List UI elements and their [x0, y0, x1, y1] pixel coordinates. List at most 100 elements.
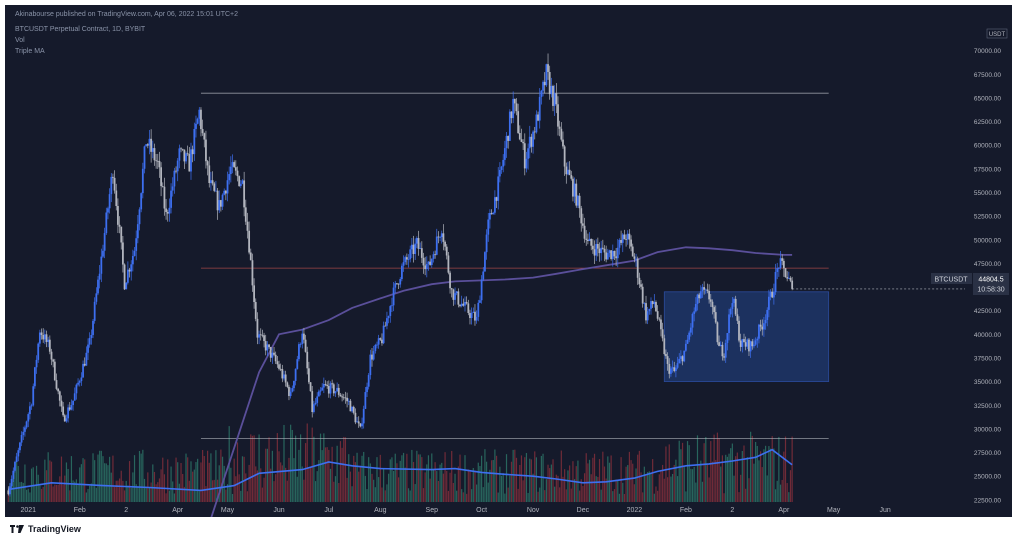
candle-body: [650, 301, 652, 309]
candle-body: [331, 383, 334, 385]
candle-body: [158, 160, 161, 168]
candle-body: [656, 311, 659, 319]
candle-body: [719, 344, 722, 347]
tradingview-logo-icon: [10, 525, 24, 533]
time-axis[interactable]: 2021 Feb 2 Apr May Jun Jul Aug Sep Oct Nov Dec 2022 F…: [20, 507, 890, 514]
candle-body: [636, 258, 639, 278]
volume-bar: [22, 482, 24, 502]
volume-bar: [11, 482, 13, 502]
time-tick-label: Feb: [74, 507, 86, 514]
candle-body: [394, 283, 397, 288]
volume-bar: [248, 464, 250, 502]
volume-bar: [271, 450, 273, 502]
candle-body: [120, 226, 123, 243]
range-box[interactable]: [663, 291, 830, 383]
candle-body: [239, 183, 242, 187]
candle-body: [726, 333, 729, 343]
candle-body: [372, 351, 375, 360]
candle-body: [332, 384, 335, 394]
price-tick-label: 27500.00: [974, 450, 1001, 457]
candle-body: [640, 284, 642, 287]
horizontal-levels[interactable]: [200, 92, 829, 439]
volume-bar: [628, 451, 631, 502]
volume-bar: [135, 484, 137, 502]
volume-bar: [384, 490, 386, 502]
volume-bar: [7, 492, 9, 502]
volume-bar: [82, 458, 84, 502]
candle-body: [90, 334, 93, 338]
candle-body: [304, 339, 307, 352]
price-axis[interactable]: 22500.00 25000.00 27500.00 30000.00 32500.00…: [974, 48, 1001, 504]
volume-bar: [203, 455, 205, 502]
candle-body: [583, 225, 586, 239]
volume-bar: [321, 450, 323, 502]
volume-bar: [211, 480, 214, 502]
candle-body: [19, 442, 21, 451]
indicator-volume[interactable]: Vol: [15, 37, 25, 44]
volume-bar: [235, 476, 237, 502]
candle-body: [585, 238, 588, 240]
volume-bar: [680, 449, 682, 502]
volume-bar: [95, 487, 97, 502]
candle-body: [605, 252, 608, 260]
candle-body: [57, 388, 60, 392]
candle-body: [460, 303, 463, 307]
volume-bar: [459, 454, 461, 502]
candle-body: [537, 114, 539, 121]
volume-bar: [437, 480, 440, 502]
indicator-triple-ma[interactable]: Triple MA: [15, 48, 45, 55]
candle-body: [522, 141, 525, 144]
volume-bar: [474, 470, 476, 502]
volume-bar: [655, 486, 657, 502]
volume-bar: [419, 454, 421, 502]
symbol-title[interactable]: BTCUSDT Perpetual Contract, 1D, BYBIT: [15, 26, 146, 33]
candle-body: [736, 314, 739, 321]
volume-bar: [701, 481, 704, 502]
volume-bar: [358, 471, 360, 502]
volume-bar: [738, 492, 740, 502]
candle-body: [409, 249, 412, 260]
volume-bar: [485, 461, 488, 502]
volume-bar: [343, 436, 345, 502]
candle-body: [291, 388, 294, 392]
volume-bar: [540, 455, 542, 502]
candle-body: [9, 486, 11, 495]
candle-body: [410, 244, 413, 250]
volume-bar: [60, 456, 63, 502]
volume-bar: [662, 464, 664, 502]
candle-body: [686, 339, 689, 344]
candle-body: [590, 238, 593, 246]
volume-bar: [373, 479, 375, 502]
volume-bar: [359, 465, 361, 502]
price-chart[interactable]: 22500.00 25000.00 27500.00 30000.00 32500.00…: [5, 5, 1012, 517]
candle-body: [432, 254, 435, 259]
candle-body: [251, 260, 254, 286]
volume-bar: [299, 434, 302, 502]
candles: [7, 53, 965, 497]
volume-bar: [84, 459, 86, 502]
candle-body: [698, 294, 701, 299]
volume-bar: [695, 482, 697, 502]
volume-bar: [341, 447, 343, 502]
volume-bar: [138, 451, 141, 502]
candle-body: [219, 200, 222, 207]
volume-bar: [178, 483, 180, 502]
volume-bar: [231, 493, 234, 502]
candle-body: [264, 341, 267, 351]
volume-bar: [583, 473, 586, 502]
candle-body: [454, 293, 456, 300]
candle-body: [660, 319, 662, 330]
currency-tag[interactable]: USDT: [986, 28, 1008, 39]
volume-bar: [625, 466, 627, 502]
candle-body: [613, 250, 616, 257]
time-tick-label: Oct: [476, 507, 487, 514]
volume-bar: [100, 450, 102, 502]
volume-bar: [426, 464, 428, 502]
volume-bar: [351, 486, 353, 502]
volume-bar: [791, 436, 793, 502]
candle-body: [570, 175, 573, 179]
volume-bar: [441, 462, 443, 502]
volume-bar: [256, 470, 259, 502]
volume-bar: [731, 443, 733, 502]
volume-bar: [678, 440, 680, 502]
